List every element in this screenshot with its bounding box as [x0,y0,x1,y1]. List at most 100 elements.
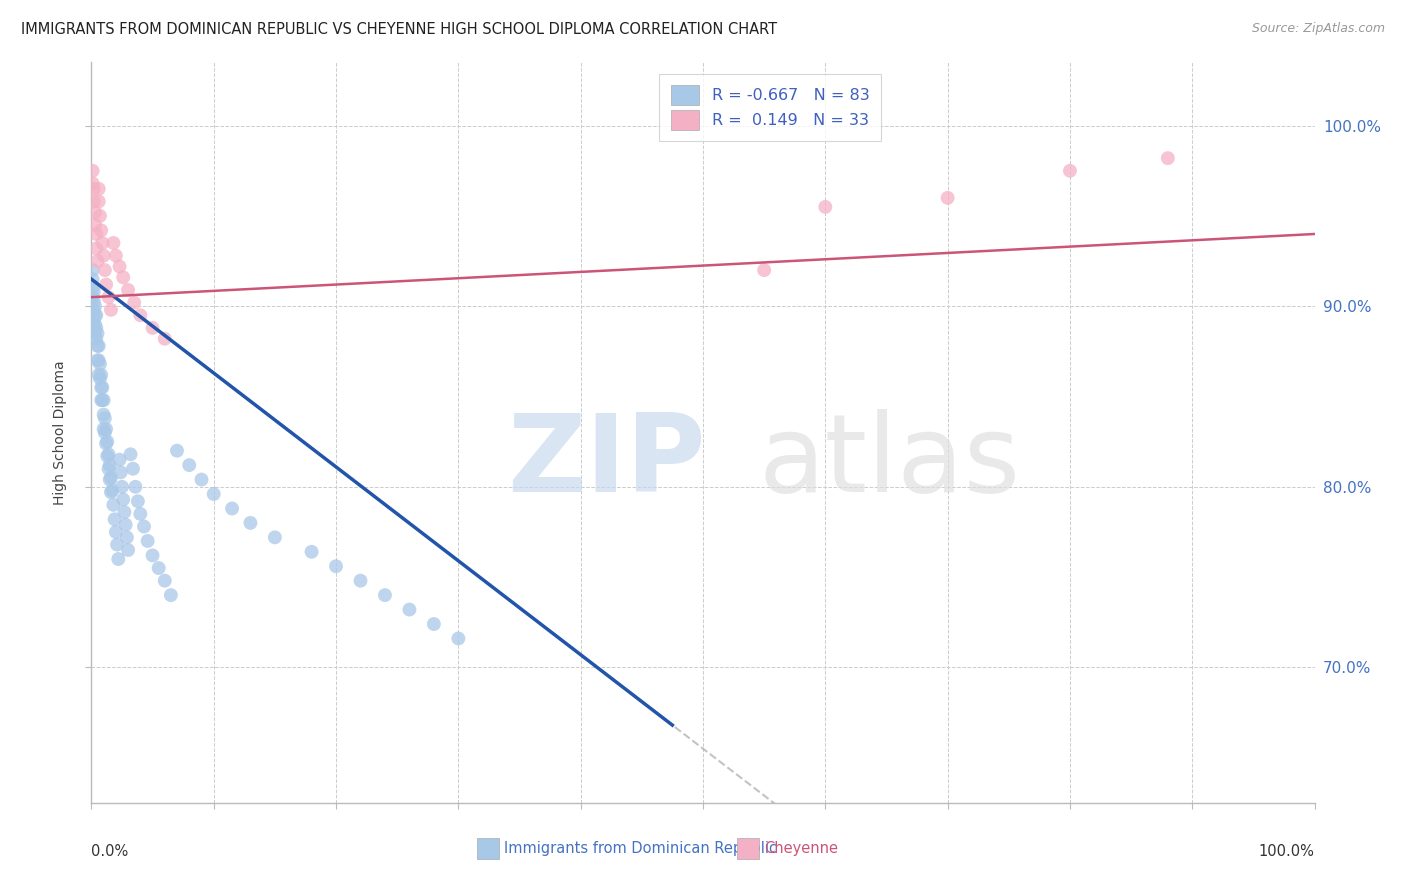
Point [264,530,287,544]
Point [153,332,176,346]
Point [87,368,110,382]
Point [94,425,117,440]
Point [104,512,127,526]
Point [141,549,163,563]
Point [90,223,112,237]
Point [94,277,117,292]
Point [239,516,262,530]
Point [202,487,225,501]
Point [166,443,188,458]
Point [83,293,105,308]
Point [108,452,131,467]
Point [91,380,114,394]
Point [398,602,420,616]
Point [100,485,122,500]
Point [82,177,104,191]
Point [132,519,155,533]
Point [94,411,117,425]
Point [96,449,118,463]
Point [91,393,114,408]
Point [93,249,115,263]
Point [141,321,163,335]
Point [83,182,105,196]
Point [90,393,112,408]
Point [179,458,201,472]
Point [122,461,145,475]
Point [83,321,105,335]
Point [84,332,107,346]
Point [814,200,837,214]
Point [96,434,118,449]
Point [105,538,128,552]
Text: Source: ZipAtlas.com: Source: ZipAtlas.com [1251,22,1385,36]
Point [83,194,105,209]
Point [86,353,108,368]
Point [112,270,135,285]
Point [93,422,115,436]
Text: atlas: atlas [758,409,1019,516]
Point [86,326,108,341]
Point [100,471,122,485]
Point [82,272,104,286]
Point [148,561,170,575]
Point [93,408,115,422]
Bar [737,838,759,859]
Point [117,283,139,297]
Text: 100.0%: 100.0% [1258,844,1315,858]
Point [98,458,121,472]
Point [112,505,135,519]
Point [325,559,347,574]
Point [160,588,183,602]
Point [98,473,121,487]
Legend: R = -0.667   N = 83, R =  0.149   N = 33: R = -0.667 N = 83, R = 0.149 N = 33 [659,74,882,141]
Point [93,393,115,408]
Point [103,498,125,512]
Point [127,494,149,508]
Point [84,227,107,241]
Point [91,235,114,250]
Text: Cheyenne: Cheyenne [765,841,838,856]
Point [84,218,107,232]
Point [115,530,138,544]
Point [94,436,117,450]
Point [112,492,135,507]
Y-axis label: High School Diploma: High School Diploma [53,360,67,505]
Point [86,254,108,268]
Point [136,533,159,548]
Point [83,311,105,326]
Point [84,308,107,322]
Point [153,574,176,588]
Point [1059,163,1081,178]
Point [90,368,112,382]
Point [84,299,107,313]
Point [87,353,110,368]
Point [120,447,142,461]
Point [90,380,112,394]
Point [94,263,117,277]
Point [221,501,243,516]
Point [374,588,396,602]
Point [108,260,131,274]
Point [103,235,125,250]
Point [122,295,145,310]
Point [114,517,136,532]
Point [97,447,120,461]
Point [104,249,127,263]
Point [84,242,107,256]
Point [82,290,104,304]
Point [117,543,139,558]
Point [83,285,105,299]
Point [82,281,104,295]
Point [101,483,124,498]
Point [129,507,152,521]
Point [97,290,120,304]
Point [111,480,134,494]
Point [936,191,959,205]
Text: 0.0%: 0.0% [91,844,128,858]
Point [97,461,120,475]
Point [89,209,111,223]
Point [84,326,107,341]
Point [84,308,107,322]
Point [190,473,212,487]
Point [84,321,107,335]
